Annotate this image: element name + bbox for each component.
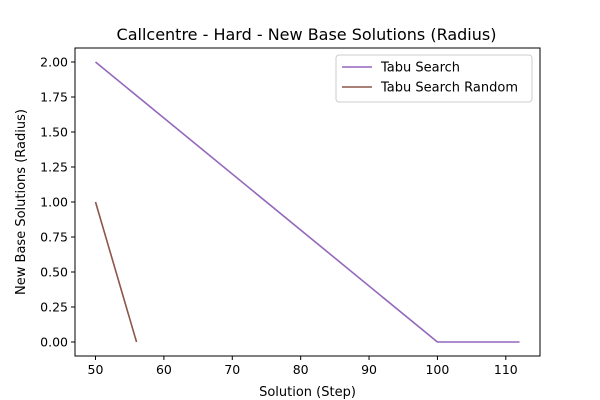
chart-title: Callcentre - Hard - New Base Solutions (…	[117, 25, 497, 44]
y-tick-label: 1.00	[40, 195, 68, 210]
y-tick-label: 0.25	[40, 300, 68, 315]
y-tick-label: 0.00	[40, 335, 68, 350]
x-tick-label: 60	[156, 362, 172, 377]
y-tick-label: 1.25	[40, 160, 68, 175]
series-layer	[94, 61, 520, 343]
x-tick-label: 70	[224, 362, 240, 377]
x-tick-label: 110	[494, 362, 518, 377]
x-tick-label: 50	[88, 362, 104, 377]
x-tick-label: 80	[293, 362, 309, 377]
legend-entry: Tabu Search Random	[380, 81, 518, 96]
legend-box	[335, 54, 533, 103]
y-axis-label: New Base Solutions (Radius)	[14, 109, 29, 295]
x-axis-label: Solution (Step)	[259, 385, 356, 400]
series-line-1	[95, 61, 520, 343]
y-tick-label: 0.75	[40, 230, 68, 245]
x-tick-label: 100	[425, 362, 449, 377]
series-line-2	[94, 201, 138, 343]
x-tick-label: 90	[361, 362, 377, 377]
y-axis: 0.00 0.25 0.50 0.75 1.00 1.25 1.50 1.75 2.00	[40, 55, 75, 350]
y-tick-label: 1.75	[40, 90, 68, 105]
legend: Tabu Search Tabu Search Random	[335, 54, 533, 103]
x-axis: 50 60 70 80 90 100 110	[88, 356, 518, 377]
y-tick-label: 2.00	[40, 55, 68, 70]
y-tick-label: 0.50	[40, 265, 68, 280]
y-tick-label: 1.50	[40, 125, 68, 140]
legend-entry: Tabu Search	[380, 61, 460, 76]
